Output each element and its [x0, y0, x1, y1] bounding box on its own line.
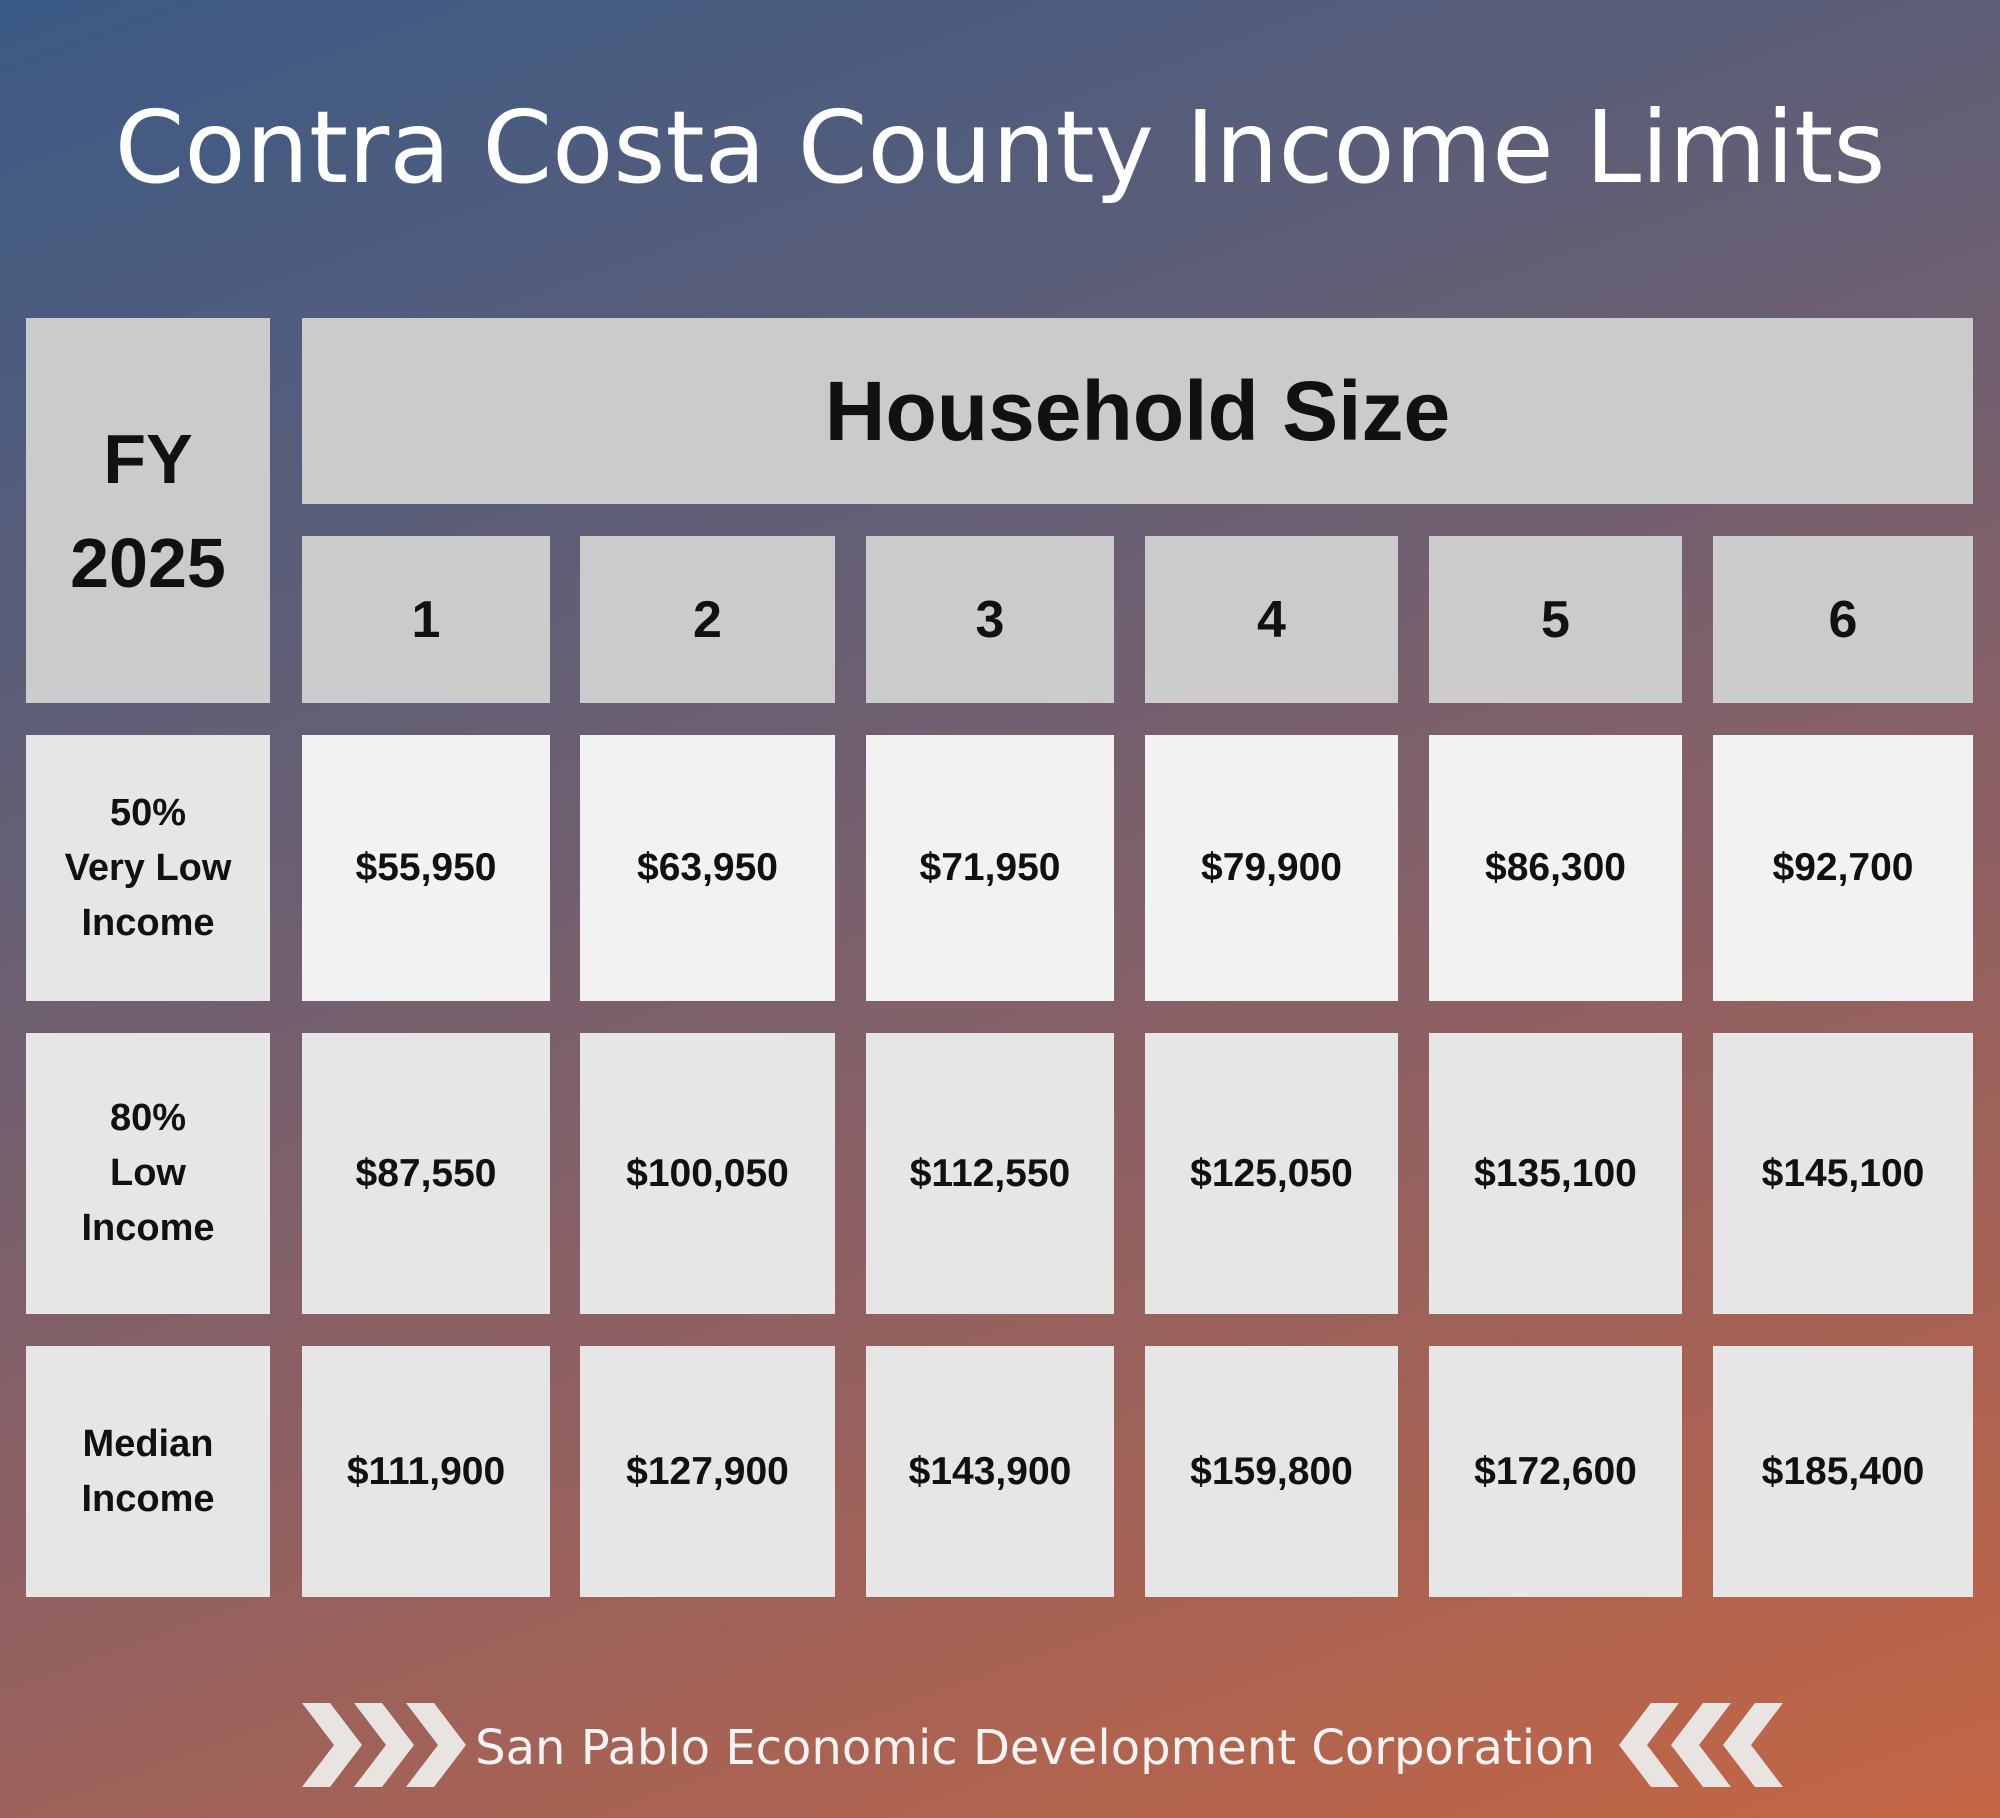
cell-text: $127,900: [626, 1449, 789, 1493]
value-cell: $87,550: [302, 1033, 550, 1314]
column-header: 6: [1713, 536, 1973, 703]
value-cell: $86,300: [1429, 735, 1682, 1001]
column-header: 5: [1429, 536, 1682, 703]
column-header: 3: [866, 536, 1114, 703]
cell-text: $111,900: [346, 1449, 506, 1493]
value-cell: $127,900: [580, 1346, 835, 1597]
value-cell: $135,100: [1429, 1033, 1682, 1314]
cell-text: 50%: [109, 791, 187, 834]
cell-text: Very Low: [64, 846, 232, 889]
value-cell: $92,700: [1713, 735, 1973, 1001]
cell-text: Income: [81, 901, 215, 944]
value-cell: $79,900: [1145, 735, 1398, 1001]
cell-text: $185,400: [1761, 1449, 1925, 1493]
value-cell: $111,900: [302, 1346, 550, 1597]
cell-text: $86,300: [1485, 846, 1626, 889]
corner-cell: FY 2025: [26, 318, 270, 703]
value-cell: $112,550: [866, 1033, 1114, 1314]
cell-text: Low: [110, 1152, 186, 1194]
cell-text: 80%: [109, 1097, 187, 1139]
value-cell: $185,400: [1713, 1346, 1973, 1597]
cell-text: 5: [1541, 590, 1570, 649]
cell-text: 3: [975, 590, 1005, 649]
value-cell: $125,050: [1145, 1033, 1398, 1314]
cell-text: $79,900: [1201, 846, 1342, 889]
chevrons-left: [302, 1703, 466, 1787]
value-cell: $100,050: [580, 1033, 835, 1314]
value-cell: $63,950: [580, 735, 835, 1001]
cell-text: Median: [82, 1422, 214, 1465]
value-cell: $55,950: [302, 735, 550, 1001]
cell-text: Household Size: [824, 364, 1451, 458]
cell-text: $55,950: [355, 846, 497, 889]
row-label: 80% Low Income: [26, 1033, 270, 1314]
cell-text: 6: [1828, 590, 1858, 649]
column-header: 1: [302, 536, 550, 703]
value-cell: $159,800: [1145, 1346, 1398, 1597]
cell-text: $143,900: [908, 1449, 1072, 1493]
cell-text: $92,700: [1772, 846, 1914, 889]
cell-text: $71,950: [919, 846, 1061, 889]
footer: San Pablo Economic Development Corporati…: [475, 1720, 1595, 1776]
cell-text: Income: [81, 1207, 215, 1249]
row-label: 50% Very Low Income: [26, 735, 270, 1001]
value-cell: $143,900: [866, 1346, 1114, 1597]
cell-text: $112,550: [909, 1151, 1071, 1195]
group-header: Household Size: [302, 318, 1973, 504]
title: Contra Costa County Income Limits: [114, 89, 1886, 206]
cell-text: $135,100: [1474, 1151, 1637, 1195]
cell-text: $172,600: [1474, 1449, 1637, 1493]
cell-text: $87,550: [355, 1151, 497, 1195]
value-cell: $172,600: [1429, 1346, 1682, 1597]
value-cell: $71,950: [866, 735, 1114, 1001]
cell-text: 4: [1257, 590, 1286, 649]
cell-text: $100,050: [626, 1151, 789, 1195]
cell-text: $159,800: [1190, 1449, 1353, 1493]
cell-text: Income: [81, 1477, 215, 1520]
cell-text: 2025: [70, 523, 226, 602]
cell-text: 1: [411, 590, 441, 649]
cell-text: FY: [103, 419, 193, 498]
row-label: Median Income: [26, 1346, 270, 1597]
value-cell: $145,100: [1713, 1033, 1973, 1314]
cell-text: $125,050: [1190, 1151, 1353, 1195]
cell-text: $63,950: [637, 846, 778, 889]
cell-text: 2: [693, 590, 722, 649]
cell-text: $145,100: [1761, 1151, 1925, 1195]
column-header: 2: [580, 536, 835, 703]
chevrons-right: [1619, 1703, 1783, 1787]
column-header: 4: [1145, 536, 1398, 703]
